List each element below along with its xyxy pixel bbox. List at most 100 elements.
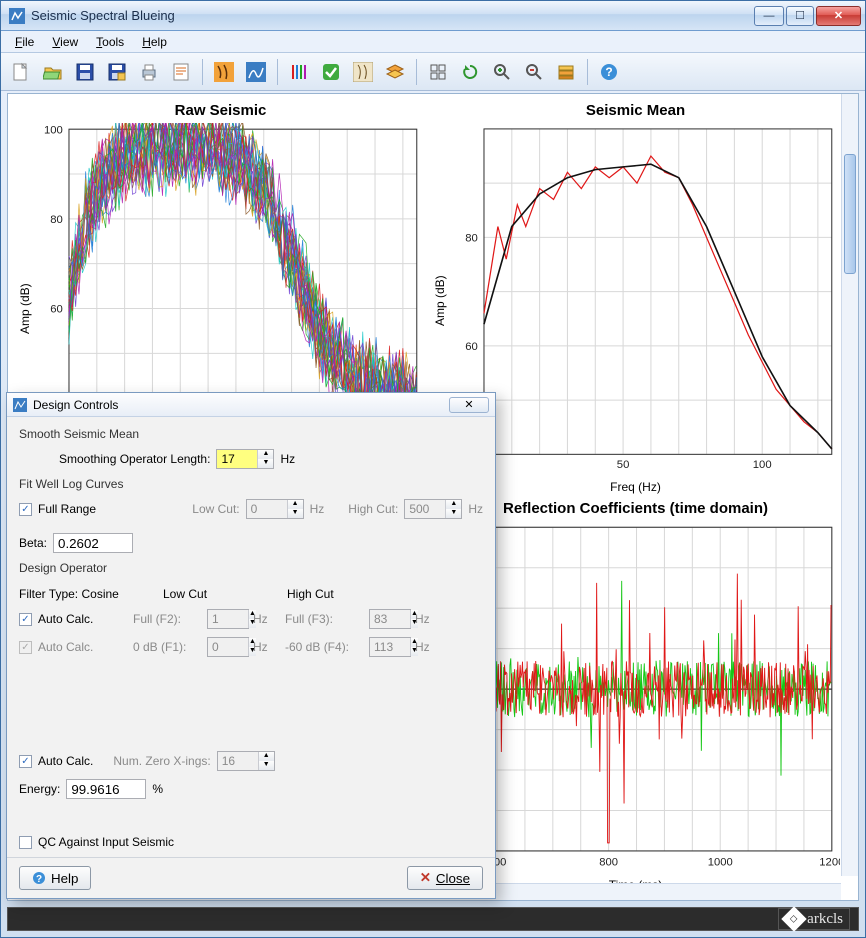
window-title: Seismic Spectral Blueing	[9, 8, 754, 24]
qc-checkbox[interactable]	[19, 836, 32, 849]
autocalc1-checkbox[interactable]: ✓	[19, 613, 32, 626]
window-title-text: Seismic Spectral Blueing	[31, 8, 175, 23]
bars-icon[interactable]	[285, 58, 313, 86]
fit-section-label: Fit Well Log Curves	[19, 477, 483, 491]
svg-text:?: ?	[605, 65, 612, 79]
autocalc3-checkbox[interactable]: ✓	[19, 755, 32, 768]
autocalc1-label: Auto Calc.	[38, 612, 93, 626]
toolbar-sep-2	[277, 59, 278, 85]
toolbar-sep-3	[416, 59, 417, 85]
scrollbar-thumb-v[interactable]	[844, 154, 856, 274]
window-buttons: — ☐ ✕	[754, 6, 861, 26]
layers-icon[interactable]	[381, 58, 409, 86]
design-controls-dialog: Design Controls ✕ Smooth Seismic Mean Sm…	[6, 392, 496, 899]
mean-title: Seismic Mean	[586, 102, 685, 119]
svg-text:80: 80	[50, 214, 63, 226]
zoom-out-icon[interactable]	[520, 58, 548, 86]
zoom-in-icon[interactable]	[488, 58, 516, 86]
dialog-body: Smooth Seismic Mean Smoothing Operator L…	[7, 417, 495, 857]
svg-text:800: 800	[599, 856, 618, 868]
autocalc3-label: Auto Calc.	[38, 754, 93, 768]
svg-text:1200: 1200	[819, 856, 840, 868]
smoothing-length-input[interactable]: ▲▼	[216, 449, 274, 469]
autocalc2-label: Auto Calc.	[38, 640, 93, 654]
spin-up-icon[interactable]: ▲	[258, 450, 273, 459]
save-icon[interactable]	[71, 58, 99, 86]
svg-text:60: 60	[50, 304, 63, 316]
help-btn-label: Help	[51, 871, 78, 886]
f2-input: ▲▼	[207, 609, 249, 629]
menu-tools[interactable]: Tools	[88, 33, 132, 51]
autocalc2-checkbox: ✓	[19, 641, 32, 654]
check-icon[interactable]	[317, 58, 345, 86]
wave-blue-icon[interactable]	[242, 58, 270, 86]
menu-view[interactable]: View	[44, 33, 86, 51]
svg-text:100: 100	[44, 124, 63, 136]
lowcut-field	[247, 500, 287, 518]
hz-unit: Hz	[280, 452, 295, 466]
minimize-button[interactable]: —	[754, 6, 784, 26]
menu-file[interactable]: File	[7, 33, 42, 51]
help-small-icon: ?	[32, 871, 46, 885]
raw-title: Raw Seismic	[175, 102, 267, 119]
grid4-icon[interactable]	[424, 58, 452, 86]
beta-label: Beta:	[19, 536, 47, 550]
svg-text:1000: 1000	[708, 856, 733, 868]
print-icon[interactable]	[135, 58, 163, 86]
new-icon[interactable]	[7, 58, 35, 86]
f3-input: ▲▼	[369, 609, 411, 629]
design-op-label: Design Operator	[19, 561, 483, 575]
seismic-icon[interactable]	[349, 58, 377, 86]
toolbar-sep-1	[202, 59, 203, 85]
brand: ◇ arkcls	[778, 908, 850, 930]
report-icon[interactable]	[167, 58, 195, 86]
qc-label: QC Against Input Seismic	[38, 835, 174, 849]
f2-label: Full (F2):	[133, 612, 203, 626]
f1-input: ▲▼	[207, 637, 249, 657]
titlebar[interactable]: Seismic Spectral Blueing — ☐ ✕	[1, 1, 865, 31]
beta-input[interactable]	[53, 533, 133, 553]
dialog-titlebar[interactable]: Design Controls ✕	[7, 393, 495, 417]
brand-text: arkcls	[807, 911, 843, 928]
svg-text:80: 80	[465, 233, 478, 245]
brand-logo-icon: ◇	[781, 906, 806, 931]
maximize-button[interactable]: ☐	[786, 6, 814, 26]
svg-text:60: 60	[465, 341, 478, 353]
dialog-close-button[interactable]: ✕	[449, 397, 489, 413]
toolbar-sep-4	[587, 59, 588, 85]
f3-label: Full (F3):	[285, 612, 365, 626]
menu-help[interactable]: Help	[134, 33, 175, 51]
highcut-label: High Cut:	[348, 502, 398, 516]
layers2-icon[interactable]	[552, 58, 580, 86]
close-window-button[interactable]: ✕	[816, 6, 861, 26]
energy-label: Energy:	[19, 782, 60, 796]
hz-unit-2: Hz	[310, 502, 325, 516]
mean-plot[interactable]: 60 80 50 100	[449, 123, 840, 478]
close-button[interactable]: ✕ Close	[407, 866, 483, 890]
svg-text:100: 100	[753, 459, 772, 471]
vertical-scrollbar[interactable]	[841, 94, 858, 876]
help-button[interactable]: ? Help	[19, 866, 91, 890]
refl-title: Reflection Coefficients (time domain)	[503, 500, 768, 517]
svg-text:50: 50	[617, 459, 630, 471]
save-as-icon[interactable]	[103, 58, 131, 86]
menubar: File View Tools Help	[1, 31, 865, 53]
close-btn-label: Close	[436, 871, 470, 886]
f4-label: -60 dB (F4):	[285, 640, 365, 654]
numzero-input: ▲▼	[217, 751, 275, 771]
dialog-footer: ? Help ✕ Close	[7, 857, 495, 898]
spin-down-icon[interactable]: ▼	[258, 459, 273, 468]
smoothing-length-label: Smoothing Operator Length:	[59, 452, 210, 466]
hz-unit-3: Hz	[468, 502, 483, 516]
wave-orange-icon[interactable]	[210, 58, 238, 86]
help-icon[interactable]: ?	[595, 58, 623, 86]
smooth-section-label: Smooth Seismic Mean	[19, 427, 483, 441]
open-icon[interactable]	[39, 58, 67, 86]
filter-type-value: Cosine	[81, 587, 118, 601]
full-range-checkbox[interactable]: ✓	[19, 503, 32, 516]
smoothing-length-field[interactable]	[217, 450, 257, 468]
refresh-icon[interactable]	[456, 58, 484, 86]
lowcut-col-header: Low Cut	[163, 587, 283, 601]
energy-input[interactable]	[66, 779, 146, 799]
percent-unit: %	[152, 782, 163, 796]
